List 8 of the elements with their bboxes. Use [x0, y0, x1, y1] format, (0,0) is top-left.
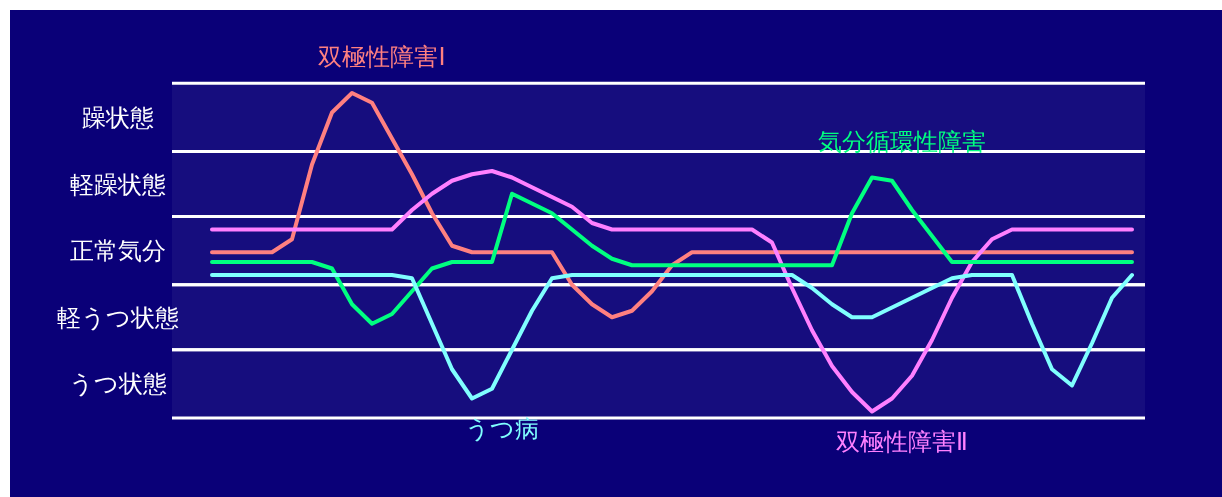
series-label: 双極性障害Ⅰ	[318, 43, 446, 70]
band-label: 軽躁状態	[70, 170, 166, 198]
series-label: 双極性障害Ⅱ	[836, 427, 968, 455]
band-label: 軽うつ状態	[57, 303, 179, 331]
band-label: 躁状態	[82, 103, 154, 131]
band-label: 正常気分	[70, 237, 166, 265]
series-label: うつ病	[465, 414, 539, 442]
band-label: うつ状態	[69, 370, 167, 398]
